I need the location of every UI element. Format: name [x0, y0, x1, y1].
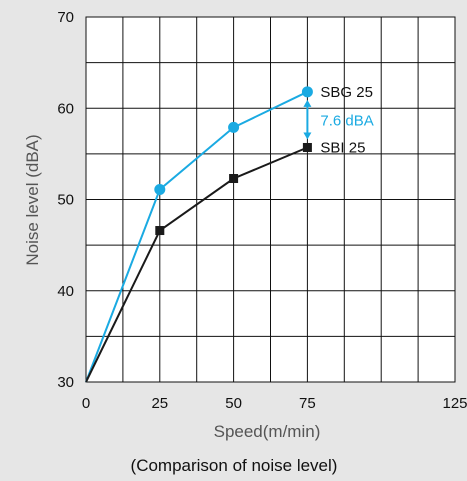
x-axis-title: Speed(m/min)	[214, 422, 321, 441]
y-tick-label: 70	[57, 9, 74, 26]
difference-arrow-head-down	[303, 132, 312, 140]
y-tick-label: 50	[57, 192, 74, 209]
series-label: SBG 25	[320, 84, 373, 101]
y-axis-title: Noise level (dBA)	[23, 134, 42, 265]
data-point	[302, 142, 312, 152]
x-tick-label: 25	[151, 395, 168, 412]
data-point	[155, 226, 165, 236]
annotation-layer: 7.6 dBA	[303, 99, 374, 140]
series-label: SBI 25	[320, 139, 365, 156]
difference-arrow-head-up	[303, 99, 312, 107]
series-layer: SBG 25 SBI 25	[85, 84, 373, 383]
difference-annotation: 7.6 dBA	[320, 113, 373, 130]
x-tick-label: 75	[299, 395, 316, 412]
y-tick-label: 40	[57, 283, 74, 300]
grid-lines	[86, 17, 455, 382]
data-point	[154, 183, 166, 195]
y-tick-label: 30	[57, 374, 74, 391]
x-tick-label: 125	[442, 395, 467, 412]
x-tick-label: 50	[225, 395, 242, 412]
series-line	[85, 146, 308, 383]
data-point	[301, 86, 313, 98]
series-line	[85, 90, 308, 383]
y-tick-labels: 30 40 50 60 70	[57, 9, 74, 391]
y-tick-label: 60	[57, 100, 74, 117]
chart-caption: (Comparison of noise level)	[131, 456, 338, 475]
data-point	[228, 121, 240, 133]
x-tick-label: 0	[82, 395, 90, 412]
data-point	[229, 174, 239, 184]
x-tick-labels: 0 25 50 75 125	[82, 395, 467, 412]
